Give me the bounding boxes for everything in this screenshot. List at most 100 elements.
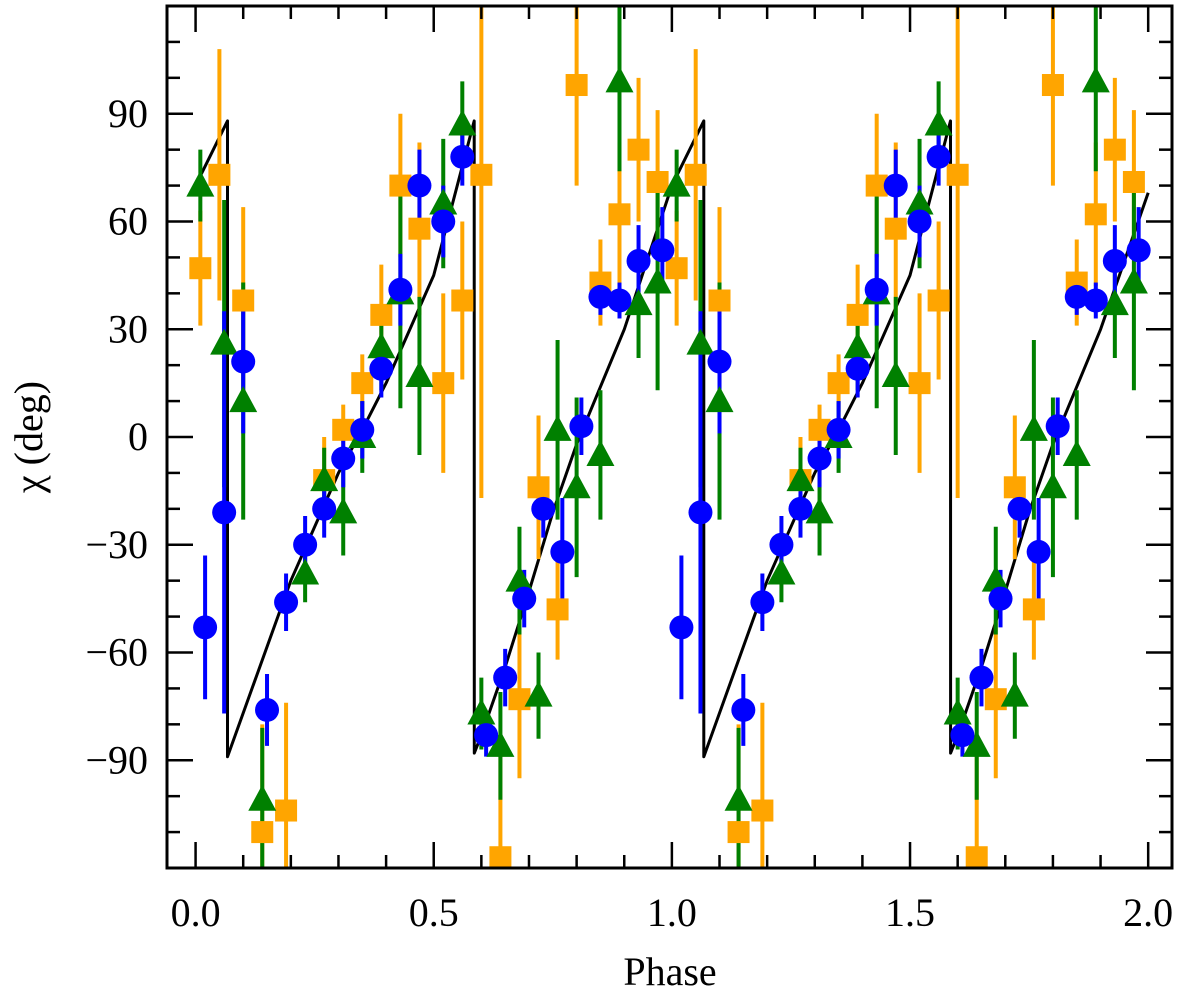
- x-tick-label: 2.0: [1123, 890, 1173, 935]
- square-marker: [565, 74, 588, 97]
- triangle-marker: [1038, 472, 1067, 499]
- square-marker: [208, 163, 231, 186]
- triangle-marker: [210, 328, 239, 355]
- triangle-marker: [1081, 66, 1110, 93]
- circle-marker: [1083, 288, 1108, 313]
- triangle-marker: [705, 386, 734, 413]
- circle-marker: [769, 532, 794, 557]
- triangle-marker: [924, 109, 953, 136]
- circle-marker: [431, 209, 456, 234]
- triangle-marker: [524, 680, 553, 707]
- square-marker: [846, 303, 869, 326]
- triangle-marker: [405, 360, 434, 387]
- circle-marker: [193, 615, 218, 640]
- y-tick-label: 60: [108, 199, 148, 244]
- square-marker: [865, 174, 888, 197]
- circle-marker: [669, 615, 694, 640]
- circle-marker: [312, 496, 337, 521]
- triangle-marker: [943, 698, 972, 725]
- square-marker: [827, 372, 850, 395]
- square-marker: [189, 257, 212, 280]
- circle-marker: [293, 532, 318, 557]
- square-marker: [646, 170, 669, 193]
- circle-marker: [607, 288, 632, 313]
- square-marker: [1003, 476, 1026, 499]
- circle-marker: [883, 173, 908, 198]
- square-marker: [1022, 598, 1045, 621]
- circle-marker: [212, 500, 237, 525]
- square-marker: [908, 372, 931, 395]
- square-marker: [627, 138, 650, 161]
- triangle-marker: [805, 497, 834, 524]
- circle-marker: [707, 349, 732, 374]
- triangle-marker: [767, 558, 796, 585]
- x-tick-label: 1.0: [647, 890, 697, 935]
- y-tick-label: −60: [85, 630, 148, 675]
- plot-frame: [165, 4, 1174, 870]
- circle-marker: [474, 723, 499, 748]
- triangle-marker: [248, 784, 277, 811]
- triangle-marker: [186, 170, 215, 197]
- square-marker: [275, 799, 298, 822]
- circle-marker: [988, 586, 1013, 611]
- circle-marker: [1045, 414, 1070, 439]
- circle-marker: [569, 414, 594, 439]
- triangle-marker: [310, 465, 339, 492]
- circle-marker: [512, 586, 537, 611]
- x-axis-title: Phase: [623, 949, 716, 994]
- square-marker: [470, 163, 493, 186]
- triangle-marker: [624, 289, 653, 316]
- circle-marker: [1126, 238, 1151, 263]
- circle-marker: [750, 590, 775, 615]
- triangle-marker: [1062, 439, 1091, 466]
- circle-marker: [650, 238, 675, 263]
- circle-marker: [864, 277, 889, 302]
- triangle-marker: [448, 109, 477, 136]
- square-marker: [665, 257, 688, 280]
- triangle-marker: [543, 414, 572, 441]
- triangle-marker: [605, 66, 634, 93]
- square-marker: [608, 203, 631, 226]
- y-tick-label: 0: [128, 414, 148, 459]
- triangle-marker: [724, 784, 753, 811]
- triangle-marker: [467, 698, 496, 725]
- x-tick-label: 0.0: [171, 890, 221, 935]
- triangle-marker: [686, 328, 715, 355]
- square-marker: [1103, 138, 1126, 161]
- square-marker: [408, 217, 431, 240]
- square-marker: [808, 418, 831, 441]
- triangle-marker: [881, 360, 910, 387]
- triangle-marker: [586, 439, 615, 466]
- circle-marker: [231, 349, 256, 374]
- y-tick-label: −30: [85, 522, 148, 567]
- y-tick-label: −90: [85, 737, 148, 782]
- triangle-marker: [562, 472, 591, 499]
- circle-marker: [493, 665, 518, 690]
- square-marker: [527, 476, 550, 499]
- circle-marker: [1064, 284, 1089, 309]
- circle-marker: [588, 284, 613, 309]
- square-marker: [351, 372, 374, 395]
- circle-marker: [1026, 539, 1051, 564]
- square-marker: [884, 217, 907, 240]
- circle-marker: [926, 144, 951, 169]
- circle-marker: [688, 500, 713, 525]
- circle-marker: [550, 539, 575, 564]
- circle-marker: [388, 277, 413, 302]
- square-marker: [251, 821, 274, 844]
- square-marker: [332, 418, 355, 441]
- triangle-marker: [1119, 267, 1148, 294]
- square-marker: [708, 289, 731, 312]
- circle-marker: [350, 417, 375, 442]
- square-marker: [232, 289, 255, 312]
- square-marker: [684, 163, 707, 186]
- circle-marker: [845, 356, 870, 381]
- circle-marker: [450, 144, 475, 169]
- x-tick-label: 0.5: [409, 890, 459, 935]
- circle-marker: [626, 249, 651, 274]
- square-marker: [370, 303, 393, 326]
- triangle-marker: [329, 497, 358, 524]
- square-marker: [1041, 74, 1064, 97]
- circle-marker: [274, 590, 299, 615]
